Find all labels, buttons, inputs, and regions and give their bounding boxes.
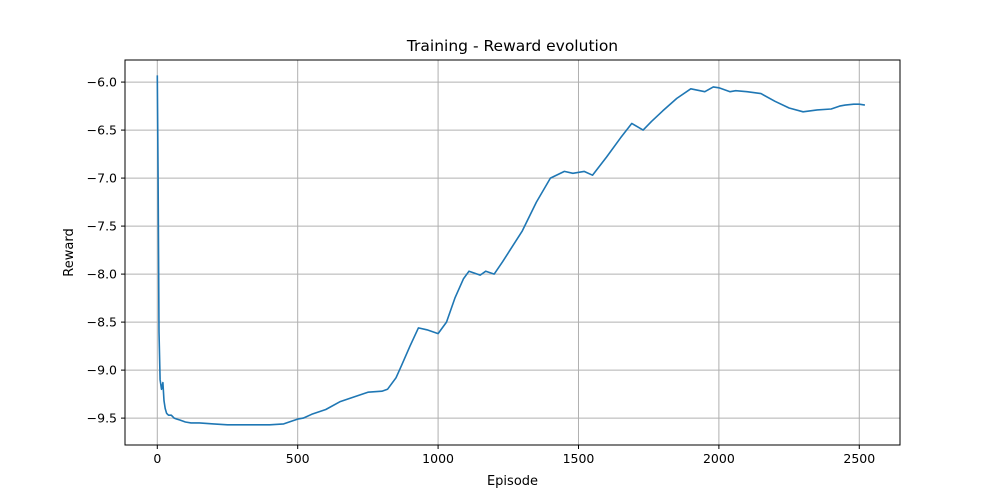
x-tick-label: 2000 [703, 451, 735, 466]
y-tick-label: −7.0 [87, 171, 117, 186]
y-tick-label: −9.0 [87, 363, 117, 378]
x-tick-label: 0 [153, 451, 161, 466]
y-tick-label: −8.5 [87, 315, 117, 330]
reward-series-line [156, 75, 866, 426]
axis-ticks: 0 500 1000 1500 2000 2500 −6.0 −6.5 −7.0 −7.5 −8.0… [87, 75, 876, 466]
y-tick-label: −6.5 [87, 123, 117, 138]
y-axis-label: Reward [62, 228, 77, 276]
y-tick-label: −9.5 [87, 411, 117, 426]
y-tick-label: −7.5 [87, 219, 117, 234]
plot-frame [124, 59, 901, 446]
x-axis-label: Episode [487, 474, 538, 489]
chart-title: Training - Reward evolution [406, 37, 618, 55]
y-tick-label: −6.0 [87, 75, 117, 90]
x-tick-label: 2500 [843, 451, 875, 466]
grid-lines [125, 60, 900, 445]
x-tick-label: 1500 [563, 451, 595, 466]
y-tick-label: −8.0 [87, 267, 117, 282]
series-layer [156, 75, 866, 426]
x-tick-label: 500 [286, 451, 310, 466]
x-tick-label: 1000 [422, 451, 454, 466]
